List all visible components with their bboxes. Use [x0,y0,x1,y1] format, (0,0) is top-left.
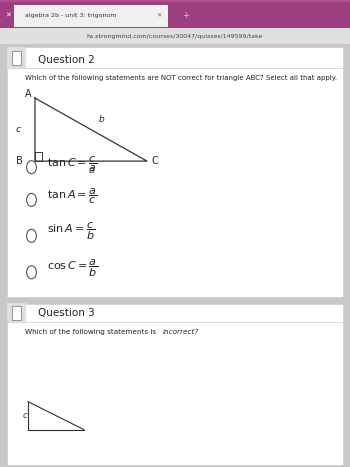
Text: Question 2: Question 2 [38,55,95,65]
Bar [7,303,26,322]
Text: $\tan C = \dfrac{c}{a}$: $\tan C = \dfrac{c}{a}$ [47,154,98,174]
Text: C: C [151,156,158,166]
Text: B: B [16,156,22,166]
Text: $\sin A = \dfrac{c}{b}$: $\sin A = \dfrac{c}{b}$ [47,221,95,242]
Text: +: + [182,11,189,21]
Text: Which of the following statements is: Which of the following statements is [25,329,158,335]
Bar [7,47,343,297]
Text: c: c [16,125,21,134]
Text: c: c [23,411,27,420]
Bar [7,47,26,68]
Text: Question 3: Question 3 [38,308,95,318]
Text: ✕: ✕ [5,13,11,19]
Bar [12,306,21,320]
Bar [0,0,350,30]
Bar [14,5,168,27]
Text: ✕: ✕ [156,14,161,18]
Text: b: b [99,115,104,124]
Text: $\cos C = \dfrac{a}{b}$: $\cos C = \dfrac{a}{b}$ [47,257,98,279]
Text: hs.strongmind.com/courses/30047/quizzes/149599/take: hs.strongmind.com/courses/30047/quizzes/… [87,34,263,39]
Text: a: a [88,166,94,175]
Bar [0,2,350,28]
Text: algebra 2b - unit 3: trigonom: algebra 2b - unit 3: trigonom [25,14,116,18]
Text: A: A [25,89,31,99]
Text: Which of the following statements are NOT correct for triangle ABC? Select all t: Which of the following statements are NO… [25,75,337,81]
Bar [0,28,350,44]
Bar [7,304,343,465]
Text: incorrect?: incorrect? [163,329,199,335]
Bar [12,51,21,65]
Bar [35,152,42,161]
Text: $\tan A = \dfrac{a}{c}$: $\tan A = \dfrac{a}{c}$ [47,187,97,206]
